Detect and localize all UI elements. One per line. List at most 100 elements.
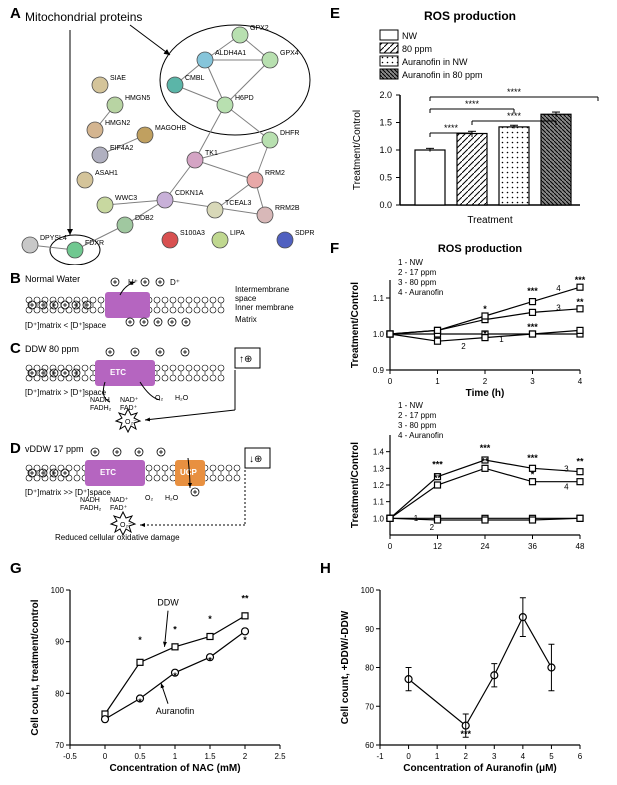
svg-text:1.0: 1.0 — [373, 330, 385, 339]
svg-text:1.5: 1.5 — [379, 118, 392, 128]
svg-text:0.9: 0.9 — [373, 366, 385, 375]
svg-text:3: 3 — [492, 752, 497, 761]
svg-text:0.5: 0.5 — [134, 752, 146, 761]
svg-text:↓⊕: ↓⊕ — [249, 454, 262, 465]
svg-text:1 - NW: 1 - NW — [398, 401, 423, 410]
panel-b: B Normal WaterH⁺D⁺IntermembranespaceInne… — [10, 270, 320, 335]
panel-e-label: E — [330, 5, 340, 22]
svg-text:*: * — [208, 656, 212, 666]
bar-chart-e: ROS productionNW80 ppmAuranofin in NWAur… — [330, 5, 610, 235]
svg-text:LIPA: LIPA — [230, 230, 245, 237]
svg-text:[D⁺]matrix < [D⁺]space: [D⁺]matrix < [D⁺]space — [25, 321, 107, 330]
svg-text:Concentration of NAC (mM): Concentration of NAC (mM) — [109, 763, 240, 774]
svg-text:80 ppm: 80 ppm — [402, 44, 432, 54]
svg-text:RRM2: RRM2 — [265, 170, 285, 177]
svg-text:SIAE: SIAE — [110, 75, 126, 82]
svg-text:Treatment/Control: Treatment/Control — [350, 282, 361, 368]
svg-text:0: 0 — [388, 542, 393, 550]
svg-text:****: **** — [507, 111, 522, 121]
svg-text:100: 100 — [51, 586, 65, 595]
svg-text:*: * — [208, 614, 212, 624]
svg-text:DDW: DDW — [157, 598, 179, 608]
svg-text:DDW 80 ppm: DDW 80 ppm — [25, 344, 79, 354]
svg-text:NAD⁺: NAD⁺ — [120, 397, 139, 404]
svg-text:ALDH4A1: ALDH4A1 — [215, 50, 246, 57]
svg-text:FDXR: FDXR — [85, 240, 104, 247]
svg-text:*: * — [138, 635, 142, 645]
svg-text:1 - NW: 1 - NW — [398, 258, 423, 267]
svg-text:1: 1 — [173, 752, 178, 761]
svg-text:1: 1 — [499, 335, 504, 344]
svg-text:Auranofin in 80 ppm: Auranofin in 80 ppm — [402, 70, 483, 80]
svg-text:2: 2 — [243, 752, 248, 761]
panel-g: G -0.500.511.522.5708090100*********Conc… — [10, 560, 310, 780]
svg-text:O₂⁻: O₂⁻ — [125, 419, 137, 426]
svg-text:24: 24 — [481, 542, 490, 550]
network-diagram: GPX2GPX4ALDH4A1CMBLH6PDSIAEHMGN5HMGN2MAG… — [10, 5, 320, 265]
svg-text:1.0: 1.0 — [379, 145, 392, 155]
svg-text:*: * — [173, 625, 177, 635]
svg-text:**: ** — [481, 456, 489, 466]
svg-text:ETC: ETC — [100, 468, 116, 477]
svg-text:space: space — [235, 294, 257, 303]
panel-c-label: C — [10, 340, 21, 357]
svg-text:ROS production: ROS production — [424, 9, 516, 23]
svg-text:RRM2B: RRM2B — [275, 205, 300, 212]
svg-text:NADH: NADH — [90, 397, 110, 404]
svg-text:****: **** — [444, 123, 459, 133]
svg-text:12: 12 — [433, 542, 442, 550]
svg-text:1.1: 1.1 — [373, 294, 385, 303]
svg-text:3 - 80 ppm: 3 - 80 ppm — [398, 421, 437, 430]
line-chart-h: -1012345660708090100***Concentration of … — [320, 560, 610, 780]
svg-text:*: * — [531, 470, 535, 480]
svg-text:**: ** — [576, 297, 584, 307]
svg-text:70: 70 — [365, 702, 374, 711]
panel-f-label: F — [330, 240, 339, 257]
svg-text:H₂O: H₂O — [175, 395, 189, 402]
svg-text:2 - 17 ppm: 2 - 17 ppm — [398, 268, 437, 277]
svg-text:1.1: 1.1 — [373, 498, 385, 507]
svg-text:Inner membrane: Inner membrane — [235, 303, 294, 312]
svg-text:2: 2 — [461, 342, 466, 351]
svg-text:80: 80 — [55, 689, 64, 698]
svg-text:Matrix: Matrix — [235, 315, 257, 324]
svg-text:ASAH1: ASAH1 — [95, 170, 118, 177]
svg-text:vDDW 17 ppm: vDDW 17 ppm — [25, 444, 84, 454]
svg-text:CDKN1A: CDKN1A — [175, 190, 204, 197]
svg-text:3: 3 — [530, 377, 535, 386]
svg-text:Cell count, +DDW/-DDW: Cell count, +DDW/-DDW — [340, 610, 351, 724]
svg-text:***: *** — [432, 460, 443, 470]
panel-f: F ROS production1 - NW2 - 17 ppm3 - 80 p… — [330, 240, 610, 550]
svg-text:Intermembrane: Intermembrane — [235, 285, 290, 294]
svg-text:-1: -1 — [376, 752, 384, 761]
svg-text:O₂⁻: O₂⁻ — [120, 522, 132, 529]
svg-text:****: **** — [465, 99, 480, 109]
svg-text:4: 4 — [564, 483, 569, 492]
svg-text:2: 2 — [430, 523, 435, 532]
svg-text:O₂: O₂ — [145, 495, 153, 502]
svg-text:Normal Water: Normal Water — [25, 274, 80, 284]
svg-text:NW: NW — [402, 31, 417, 41]
svg-text:***: *** — [480, 443, 491, 453]
svg-text:H₂O: H₂O — [165, 495, 179, 502]
svg-text:0.5: 0.5 — [379, 173, 392, 183]
svg-text:DPYSL4: DPYSL4 — [40, 235, 67, 242]
svg-text:H6PD: H6PD — [235, 95, 254, 102]
svg-text:Treatment/Control: Treatment/Control — [352, 110, 363, 190]
svg-text:*: * — [138, 697, 142, 707]
svg-text:0.0: 0.0 — [379, 200, 392, 210]
svg-text:4: 4 — [521, 752, 526, 761]
svg-text:EIF4A2: EIF4A2 — [110, 145, 133, 152]
svg-text:*: * — [483, 329, 487, 339]
svg-text:S100A3: S100A3 — [180, 230, 205, 237]
svg-text:100: 100 — [361, 586, 375, 595]
membrane-c: DDW 80 ppmETC↑⊕NADHFADH₂NAD⁺FAD⁺O₂H₂OO₂⁻… — [10, 340, 320, 435]
line-chart-g: -0.500.511.522.5708090100*********Concen… — [10, 560, 310, 780]
svg-text:90: 90 — [365, 625, 374, 634]
svg-text:GPX2: GPX2 — [250, 25, 269, 32]
svg-text:3 - 80 ppm: 3 - 80 ppm — [398, 278, 437, 287]
svg-text:NAD⁺: NAD⁺ — [110, 497, 129, 504]
svg-text:SDPR: SDPR — [295, 230, 314, 237]
svg-text:Cell count, treatment/control: Cell count, treatment/control — [30, 599, 41, 735]
panel-h: H -1012345660708090100***Concentration o… — [320, 560, 610, 780]
